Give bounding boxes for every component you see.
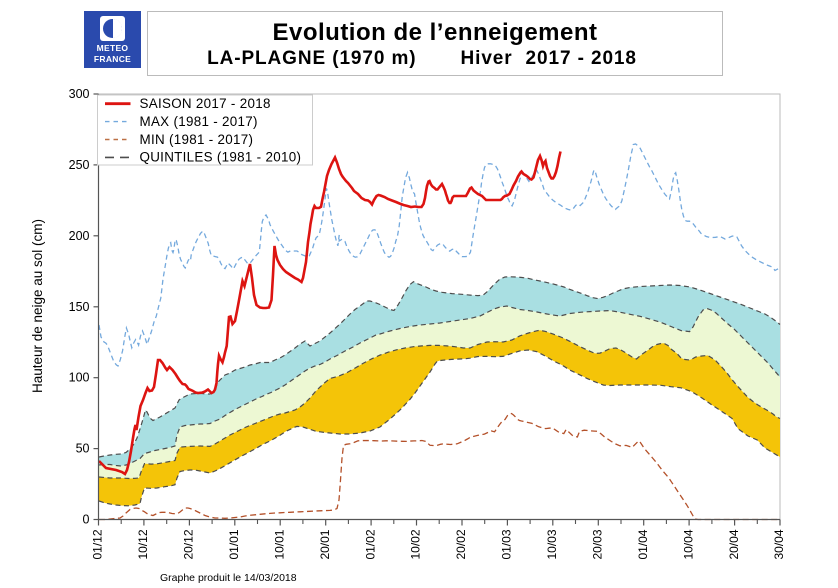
svg-text:MAX (1981 - 2017): MAX (1981 - 2017) bbox=[140, 114, 258, 129]
svg-text:10/12: 10/12 bbox=[136, 529, 150, 559]
svg-text:20/01: 20/01 bbox=[318, 529, 332, 559]
svg-text:Graphe produit le 14/03/2018: Graphe produit le 14/03/2018 bbox=[160, 572, 297, 584]
svg-text:10/04: 10/04 bbox=[681, 529, 695, 559]
svg-text:Hauteur de neige au sol (cm): Hauteur de neige au sol (cm) bbox=[30, 219, 45, 393]
svg-text:01/01: 01/01 bbox=[227, 529, 241, 559]
svg-text:10/03: 10/03 bbox=[545, 529, 559, 559]
svg-text:01/03: 01/03 bbox=[500, 529, 514, 559]
svg-text:20/02: 20/02 bbox=[454, 529, 468, 559]
svg-text:20/04: 20/04 bbox=[727, 529, 741, 559]
svg-text:10/02: 10/02 bbox=[409, 529, 423, 559]
svg-text:MIN (1981 - 2017): MIN (1981 - 2017) bbox=[140, 132, 254, 147]
svg-text:150: 150 bbox=[69, 300, 90, 314]
svg-text:30/04: 30/04 bbox=[772, 529, 786, 559]
svg-text:250: 250 bbox=[69, 158, 90, 172]
svg-text:100: 100 bbox=[69, 371, 90, 385]
svg-text:200: 200 bbox=[69, 229, 90, 243]
svg-text:20/12: 20/12 bbox=[182, 529, 196, 559]
svg-text:01/02: 01/02 bbox=[363, 529, 377, 559]
svg-text:SAISON 2017 - 2018: SAISON 2017 - 2018 bbox=[140, 96, 271, 111]
svg-text:10/01: 10/01 bbox=[272, 529, 286, 559]
svg-text:01/12: 01/12 bbox=[91, 529, 105, 559]
svg-text:300: 300 bbox=[69, 87, 90, 101]
svg-text:01/04: 01/04 bbox=[636, 529, 650, 559]
svg-text:20/03: 20/03 bbox=[590, 529, 604, 559]
svg-text:QUINTILES (1981 - 2010): QUINTILES (1981 - 2010) bbox=[140, 150, 302, 165]
svg-text:0: 0 bbox=[83, 513, 90, 527]
svg-text:50: 50 bbox=[76, 442, 90, 456]
